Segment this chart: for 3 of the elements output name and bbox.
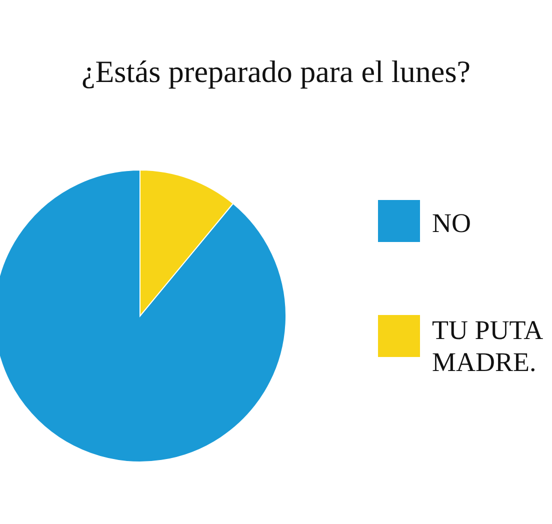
legend-label: TU PUTA MADRE. <box>432 315 544 377</box>
legend-label: NO <box>432 208 471 238</box>
chart-title: ¿Estás preparado para el lunes? <box>81 54 471 89</box>
